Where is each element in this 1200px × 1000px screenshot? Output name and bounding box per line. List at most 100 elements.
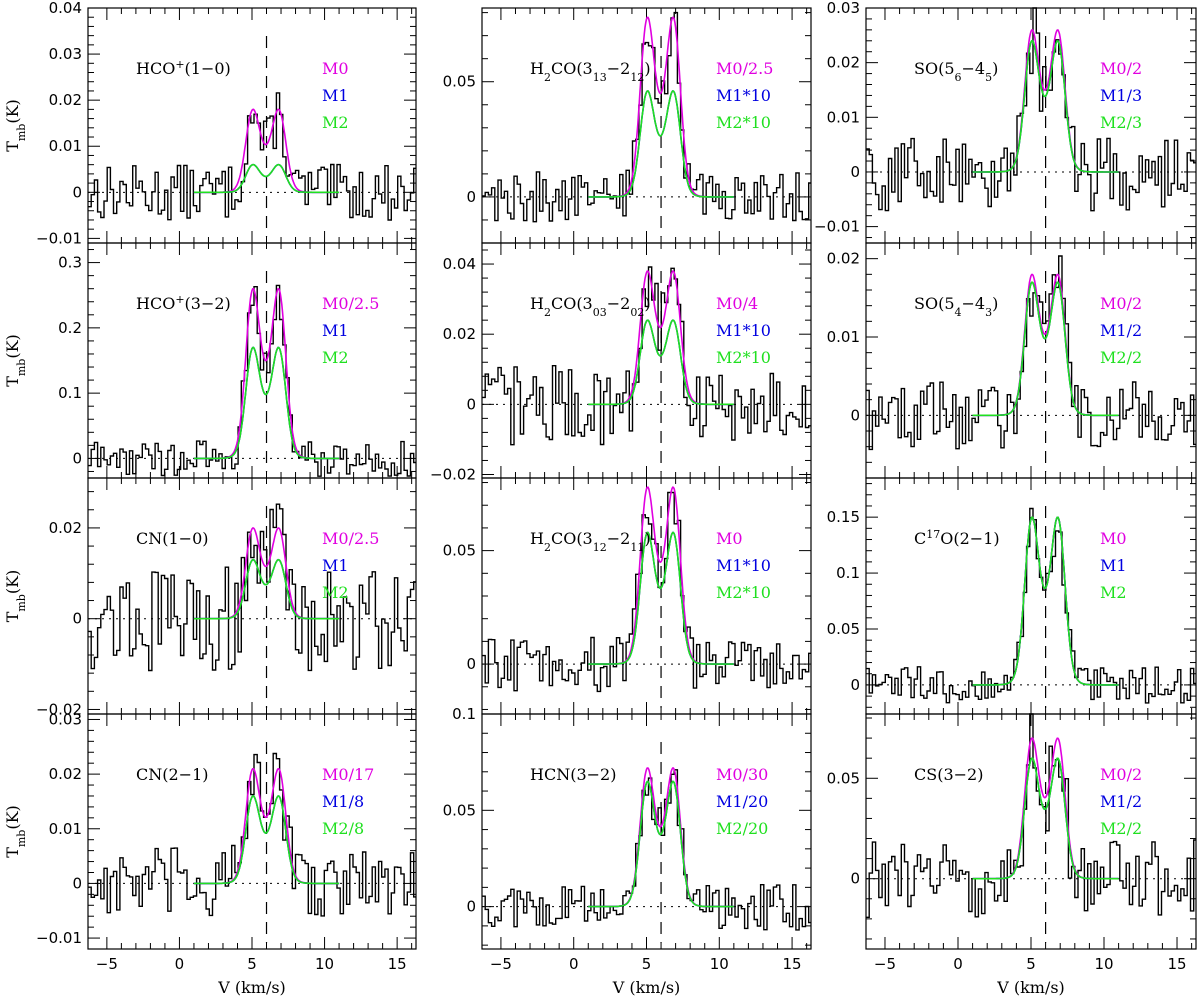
molecule-label-part: HCO bbox=[136, 59, 175, 78]
x-tick-label: 0 bbox=[175, 955, 185, 973]
x-tick-label: −5 bbox=[874, 955, 896, 973]
y-tick-label: 0.02 bbox=[827, 54, 860, 72]
legend-entry-m1: M1 bbox=[322, 86, 349, 105]
x-tick-label: 5 bbox=[642, 955, 652, 973]
molecule-label-part: CN(1−0) bbox=[136, 529, 209, 548]
molecule-label-part: 03 bbox=[593, 306, 607, 319]
y-tick-label: −0.01 bbox=[36, 929, 82, 947]
molecule-label-part: O(2−1) bbox=[940, 529, 999, 548]
y-axis-title: Tmb(K) bbox=[3, 334, 28, 387]
y-tick-label: 0.15 bbox=[827, 508, 860, 526]
y-tick-label: 0 bbox=[850, 406, 860, 424]
panel-5: 0 0.05 H2CO(313−212) M0/2.5 M1*10 M2*10 bbox=[443, 7, 812, 244]
legend-entry-m2: M2/20 bbox=[716, 819, 768, 838]
y-tick-label: 0.01 bbox=[827, 108, 860, 126]
panel-7: 0 0.05 H2CO(312−211) M0 M1*10 M2*10 bbox=[443, 477, 812, 715]
legend-entry-m0: M0/2.5 bbox=[322, 294, 379, 313]
y-tick-label: 0.1 bbox=[452, 705, 476, 723]
panel-2: 0 0.1 0.2 0.3 HCO+(3−2) M0/2.5 M1 M2 Tmb(K) bbox=[3, 242, 417, 479]
panel-3: −0.02 0 0.02 CN(1−0) M0/2.5 M1 M2 Tmb(K) bbox=[3, 477, 417, 718]
molecule-label-part: 4 bbox=[955, 306, 962, 319]
legend-entry-m2: M2*10 bbox=[716, 583, 771, 602]
molecule-label-part: 6 bbox=[955, 71, 962, 84]
legend-entry-m2: M2 bbox=[322, 583, 349, 602]
molecule-label-part: 2 bbox=[544, 306, 551, 319]
model-m2-curve bbox=[193, 558, 340, 620]
molecule-label-part: ) bbox=[644, 294, 650, 313]
y-tick-label: 0.1 bbox=[836, 564, 860, 582]
observed-spectrum bbox=[482, 491, 811, 693]
y-tick-label: 0 bbox=[466, 655, 476, 673]
molecule-label-part: (3−2) bbox=[185, 294, 231, 313]
y-tick-label: 0 bbox=[72, 449, 82, 467]
legend-entry-m1: M1*10 bbox=[716, 86, 771, 105]
y-axis-title-part: mb bbox=[15, 830, 28, 847]
legend-entry-m0: M0/4 bbox=[716, 294, 758, 313]
molecule-label-part: (1−0) bbox=[185, 59, 231, 78]
model-m2-curve bbox=[193, 163, 340, 194]
molecule-label: HCO+(3−2) bbox=[136, 293, 231, 314]
model-m2-curve bbox=[972, 40, 1119, 173]
model-m2-curve bbox=[588, 90, 734, 198]
molecule-label-part: CO(3 bbox=[551, 529, 593, 548]
y-axis-title-part: (K) bbox=[3, 334, 22, 358]
molecule-label-part: + bbox=[175, 293, 184, 306]
molecule-label-part: 2 bbox=[544, 71, 551, 84]
panel-frame bbox=[87, 713, 417, 950]
observed-spectrum bbox=[866, 7, 1196, 212]
molecule-label-part: 5 bbox=[985, 71, 992, 84]
observed-spectrum bbox=[866, 713, 1196, 918]
y-tick-label: 0 bbox=[466, 898, 476, 916]
molecule-label-part: H bbox=[530, 59, 544, 78]
y-axis-title-part: T bbox=[3, 611, 22, 622]
legend-entry-m2: M2/2 bbox=[1100, 348, 1142, 367]
y-axis-title-part: T bbox=[3, 847, 22, 858]
legend-entry-m2: M2*10 bbox=[716, 113, 771, 132]
molecule-label: C17O(2−1) bbox=[914, 528, 1000, 549]
y-tick-label: 0.05 bbox=[827, 769, 860, 787]
legend-entry-m2: M2 bbox=[322, 113, 349, 132]
panel-8: 0 0.05 0.1 HCN(3−2) M0/30 M1/20 M2/20 −5 0 5 10 15 V… bbox=[443, 705, 812, 997]
molecule-label-part: 02 bbox=[630, 306, 644, 319]
observed-spectrum bbox=[866, 507, 1196, 704]
molecule-label-part: SO(5 bbox=[914, 59, 955, 78]
y-tick-label: 0.05 bbox=[443, 542, 476, 560]
legend-entry-m2: M2*10 bbox=[716, 348, 771, 367]
molecule-label-part: H bbox=[530, 294, 544, 313]
legend-entry-m1: M1 bbox=[322, 556, 349, 575]
molecule-label-part: HCN(3−2) bbox=[530, 765, 616, 784]
legend-entry-m0: M0 bbox=[1100, 529, 1127, 548]
y-tick-label: 0.02 bbox=[49, 519, 82, 537]
legend-entry-m1: M1/8 bbox=[322, 792, 364, 811]
legend-entry-m0: M0/2 bbox=[1100, 765, 1142, 784]
legend-entry-m2: M2/8 bbox=[322, 819, 364, 838]
observed-spectrum bbox=[88, 752, 416, 917]
molecule-label-part: ) bbox=[644, 529, 650, 548]
x-tick-label: −5 bbox=[96, 955, 118, 973]
molecule-label: CS(3−2) bbox=[914, 765, 983, 784]
x-axis-title: V (km/s) bbox=[217, 978, 286, 997]
observed-spectrum bbox=[482, 769, 811, 931]
legend-entry-m1: M1 bbox=[1100, 556, 1127, 575]
observed-spectrum bbox=[88, 92, 416, 221]
y-tick-label: 0.02 bbox=[49, 765, 82, 783]
y-axis-title-part: (K) bbox=[3, 99, 22, 123]
y-tick-label: 0.1 bbox=[58, 384, 82, 402]
molecule-label-part: CN(2−1) bbox=[136, 765, 209, 784]
molecule-label-part: 11 bbox=[630, 541, 644, 554]
molecule-label: CN(2−1) bbox=[136, 765, 209, 784]
y-tick-label: −0.01 bbox=[814, 218, 860, 236]
y-tick-label: −0.02 bbox=[430, 465, 476, 483]
y-axis-title-part: (K) bbox=[3, 570, 22, 594]
legend-entry-m1: M1 bbox=[322, 321, 349, 340]
y-tick-label: 0 bbox=[72, 874, 82, 892]
molecule-label-part: ) bbox=[992, 294, 998, 313]
panel-12: 0 0.05 CS(3−2) M0/2 M1/2 M2/2 −5 0 5 10 15 V (km/s) bbox=[827, 713, 1197, 997]
molecule-label: HCN(3−2) bbox=[530, 765, 616, 784]
x-tick-label: 10 bbox=[710, 955, 729, 973]
y-tick-label: 0.05 bbox=[827, 620, 860, 638]
y-tick-label: 0.01 bbox=[49, 137, 82, 155]
legend-entry-m1: M1/2 bbox=[1100, 792, 1142, 811]
y-tick-label: 0.3 bbox=[58, 254, 82, 272]
y-tick-label: 0 bbox=[850, 870, 860, 888]
